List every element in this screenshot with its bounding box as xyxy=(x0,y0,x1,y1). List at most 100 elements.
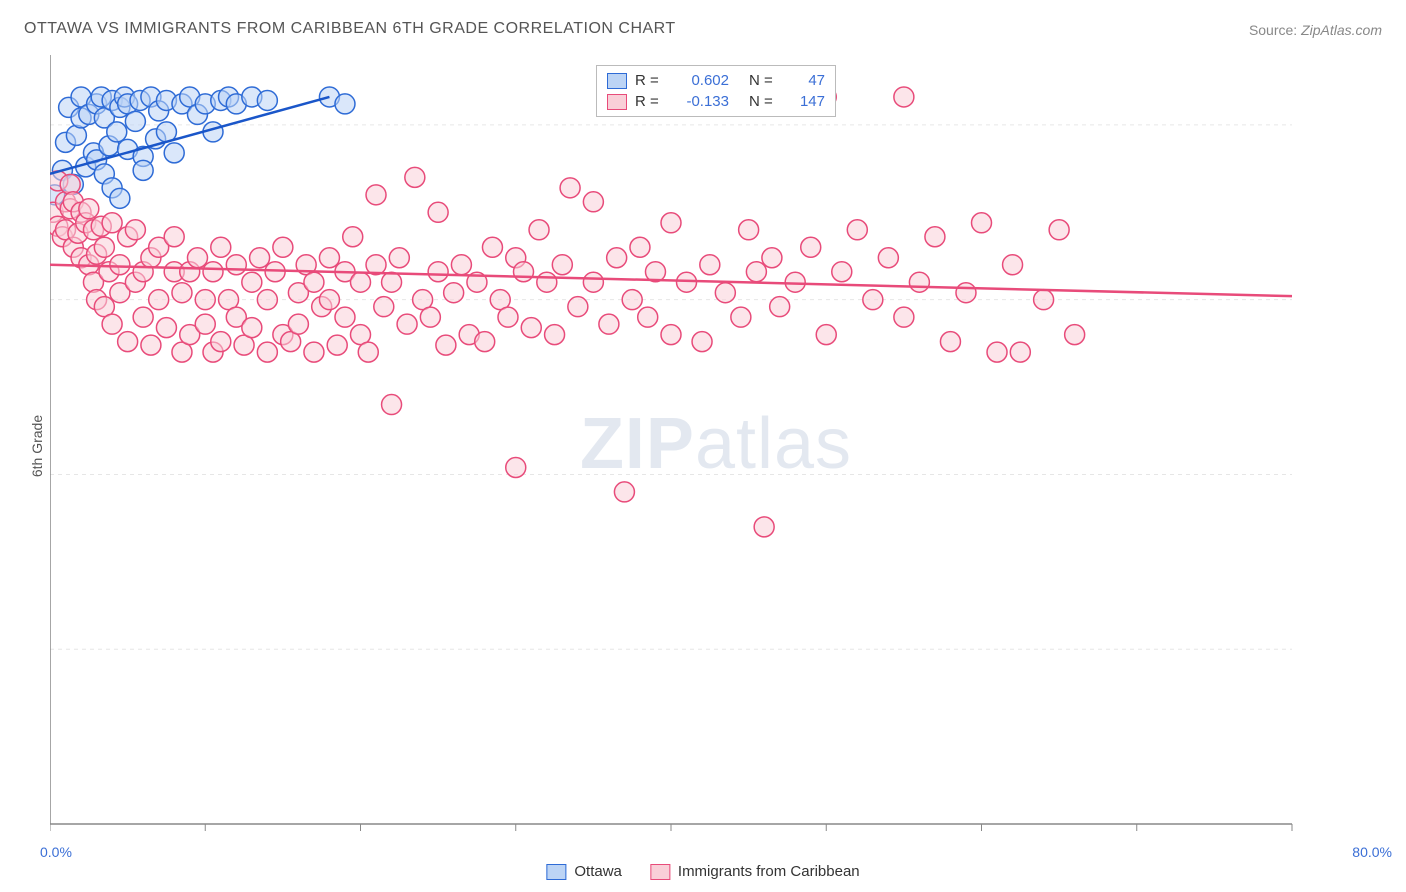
data-point xyxy=(863,290,883,310)
legend-swatch xyxy=(650,864,670,880)
data-point xyxy=(746,262,766,282)
data-point xyxy=(451,255,471,275)
data-point xyxy=(358,342,378,362)
legend-swatch xyxy=(607,94,627,110)
data-point xyxy=(537,272,557,292)
data-point xyxy=(552,255,572,275)
data-point xyxy=(770,297,790,317)
data-point xyxy=(583,192,603,212)
legend-swatch xyxy=(546,864,566,880)
data-point xyxy=(1065,325,1085,345)
legend-r-value: 0.602 xyxy=(671,72,729,89)
source-label: Source: xyxy=(1249,22,1297,38)
legend-n-label: N = xyxy=(749,72,777,89)
data-point xyxy=(661,325,681,345)
data-point xyxy=(335,307,355,327)
data-point xyxy=(832,262,852,282)
data-point xyxy=(107,122,127,142)
data-point xyxy=(250,248,270,268)
data-point xyxy=(125,111,145,131)
legend-r-value: -0.133 xyxy=(671,93,729,110)
series-legend: Ottawa Immigrants from Caribbean xyxy=(546,863,859,880)
y-axis-label: 6th Grade xyxy=(29,415,45,477)
data-point xyxy=(878,248,898,268)
data-point xyxy=(304,272,324,292)
data-point xyxy=(568,297,588,317)
data-point xyxy=(110,255,130,275)
data-point xyxy=(1003,255,1023,275)
data-point xyxy=(110,188,130,208)
legend-r-label: R = xyxy=(635,72,663,89)
data-point xyxy=(242,318,262,338)
data-point xyxy=(987,342,1007,362)
data-point xyxy=(389,248,409,268)
data-point xyxy=(164,143,184,163)
data-point xyxy=(762,248,782,268)
data-point xyxy=(940,332,960,352)
data-point xyxy=(622,290,642,310)
data-point xyxy=(133,307,153,327)
data-point xyxy=(692,332,712,352)
data-point xyxy=(560,178,580,198)
data-point xyxy=(607,248,627,268)
data-point xyxy=(614,482,634,502)
data-point xyxy=(172,283,192,303)
data-point xyxy=(1010,342,1030,362)
data-point xyxy=(125,220,145,240)
legend-n-value: 47 xyxy=(785,72,825,89)
data-point xyxy=(739,220,759,240)
legend-label: Ottawa xyxy=(574,863,622,880)
data-point xyxy=(956,283,976,303)
data-point xyxy=(94,237,114,257)
data-point xyxy=(118,332,138,352)
data-point xyxy=(203,262,223,282)
legend-row: R =-0.133N =147 xyxy=(607,91,825,112)
data-point xyxy=(102,213,122,233)
legend-item: Immigrants from Caribbean xyxy=(650,863,860,880)
x-axis-min-label: 0.0% xyxy=(40,844,72,860)
data-point xyxy=(972,213,992,233)
data-point xyxy=(327,335,347,355)
data-point xyxy=(428,262,448,282)
data-point xyxy=(521,318,541,338)
data-point xyxy=(583,272,603,292)
correlation-legend: R = 0.602 N = 47 R =-0.133N =147 xyxy=(596,65,836,117)
data-point xyxy=(319,290,339,310)
data-point xyxy=(149,290,169,310)
data-point xyxy=(195,290,215,310)
data-point xyxy=(894,307,914,327)
data-point xyxy=(343,227,363,247)
data-point xyxy=(514,262,534,282)
data-point xyxy=(715,283,735,303)
data-point xyxy=(187,248,207,268)
data-point xyxy=(801,237,821,257)
data-point xyxy=(444,283,464,303)
data-point xyxy=(382,395,402,415)
data-point xyxy=(211,332,231,352)
trend-line xyxy=(50,265,1292,296)
data-point xyxy=(638,307,658,327)
data-point xyxy=(273,237,293,257)
data-point xyxy=(374,297,394,317)
data-point xyxy=(1034,290,1054,310)
data-point xyxy=(156,318,176,338)
data-point xyxy=(164,227,184,247)
x-axis-max-label: 80.0% xyxy=(1352,844,1392,860)
data-point xyxy=(351,272,371,292)
data-point xyxy=(420,307,440,327)
data-point xyxy=(133,160,153,180)
legend-row: R = 0.602 N = 47 xyxy=(607,70,825,91)
data-point xyxy=(847,220,867,240)
data-point xyxy=(545,325,565,345)
chart-title: OTTAWA VS IMMIGRANTS FROM CARIBBEAN 6TH … xyxy=(24,20,676,38)
data-point xyxy=(397,314,417,334)
legend-label: Immigrants from Caribbean xyxy=(678,863,860,880)
data-point xyxy=(630,237,650,257)
data-point xyxy=(319,248,339,268)
data-point xyxy=(436,335,456,355)
data-point xyxy=(475,332,495,352)
legend-item: Ottawa xyxy=(546,863,622,880)
data-point xyxy=(366,185,386,205)
data-point xyxy=(754,517,774,537)
source-value: ZipAtlas.com xyxy=(1301,22,1382,38)
